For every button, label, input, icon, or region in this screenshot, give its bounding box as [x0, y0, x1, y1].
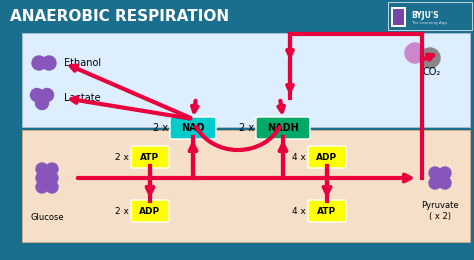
Circle shape: [42, 56, 56, 70]
Bar: [391, 7, 406, 27]
Text: ADP: ADP: [139, 206, 161, 216]
Text: CO₂: CO₂: [423, 67, 441, 77]
Circle shape: [429, 167, 441, 179]
Text: 4 x: 4 x: [292, 153, 306, 161]
Circle shape: [405, 43, 425, 63]
Bar: [0, 0, 474, 32]
Text: ATP: ATP: [318, 206, 337, 216]
Text: 2 x: 2 x: [239, 123, 254, 133]
Circle shape: [36, 96, 48, 109]
Text: NAD: NAD: [181, 123, 205, 133]
Text: Lactate: Lactate: [64, 93, 100, 103]
Text: ATP: ATP: [140, 153, 160, 161]
Circle shape: [439, 167, 451, 179]
FancyBboxPatch shape: [131, 200, 169, 222]
Text: BYJU'S: BYJU'S: [411, 10, 438, 20]
Text: 2 x: 2 x: [115, 153, 129, 161]
Text: Ethanol: Ethanol: [64, 58, 101, 68]
Circle shape: [429, 177, 441, 189]
Text: NADH: NADH: [267, 123, 299, 133]
Circle shape: [46, 163, 58, 175]
Text: FERMENTATION: FERMENTATION: [6, 47, 15, 114]
Circle shape: [32, 56, 46, 70]
Circle shape: [36, 181, 48, 193]
FancyBboxPatch shape: [256, 117, 310, 139]
Text: GLYCOLYSIS: GLYCOLYSIS: [6, 161, 15, 211]
Text: The Learning App: The Learning App: [411, 21, 447, 25]
Circle shape: [46, 181, 58, 193]
Bar: [388, 2, 472, 30]
Bar: [22, 130, 470, 242]
Text: Pyruvate
( x 2): Pyruvate ( x 2): [421, 201, 459, 221]
Circle shape: [40, 88, 54, 101]
Text: Glucose: Glucose: [30, 212, 64, 222]
Circle shape: [439, 177, 451, 189]
FancyBboxPatch shape: [170, 117, 216, 139]
Circle shape: [30, 88, 44, 101]
Text: 2 x: 2 x: [153, 123, 168, 133]
Circle shape: [36, 172, 48, 184]
FancyBboxPatch shape: [131, 146, 169, 168]
Circle shape: [36, 163, 48, 175]
Text: 4 x: 4 x: [292, 206, 306, 216]
Circle shape: [420, 48, 440, 68]
FancyBboxPatch shape: [308, 200, 346, 222]
Bar: [22, 33, 470, 127]
Bar: [393, 9, 404, 25]
Text: ADP: ADP: [317, 153, 337, 161]
Text: ANAEROBIC RESPIRATION: ANAEROBIC RESPIRATION: [10, 9, 229, 23]
Circle shape: [46, 172, 58, 184]
FancyBboxPatch shape: [308, 146, 346, 168]
Text: 2 x: 2 x: [115, 206, 129, 216]
